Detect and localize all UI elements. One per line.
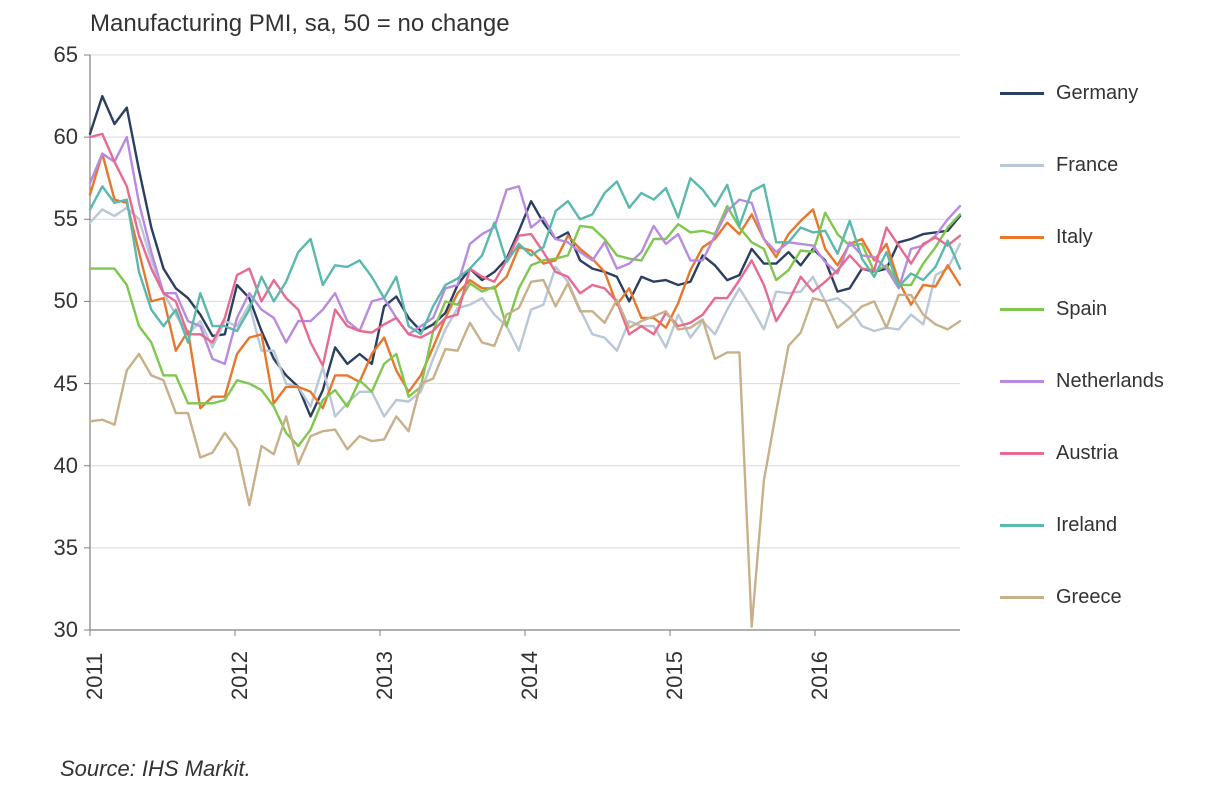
chart-source: Source: IHS Markit. [60,756,251,782]
legend-label: Italy [1056,226,1093,249]
legend-item-france: France [1000,154,1118,177]
legend-label: Spain [1056,298,1107,321]
legend-item-netherlands: Netherlands [1000,370,1164,393]
y-axis-label: 40 [18,453,78,479]
legend-item-germany: Germany [1000,82,1138,105]
y-axis-label: 30 [18,617,78,643]
legend-item-greece: Greece [1000,586,1122,609]
legend-swatch [1000,452,1044,455]
legend-label: Netherlands [1056,370,1164,393]
legend-label: Greece [1056,586,1122,609]
y-axis-label: 45 [18,371,78,397]
legend-item-italy: Italy [1000,226,1093,249]
y-axis-label: 55 [18,206,78,232]
legend-swatch [1000,236,1044,239]
legend-swatch [1000,380,1044,383]
x-axis-label: 2011 [82,653,108,700]
x-axis-label: 2014 [517,651,543,700]
legend-swatch [1000,92,1044,95]
legend-label: France [1056,154,1118,177]
legend-swatch [1000,596,1044,599]
x-axis-label: 2015 [662,651,688,700]
chart-svg [0,0,1209,801]
y-axis-label: 60 [18,124,78,150]
x-axis-label: 2013 [372,651,398,700]
x-axis-label: 2012 [227,651,253,700]
x-axis-label: 2016 [807,651,833,700]
y-axis-label: 35 [18,535,78,561]
legend-item-austria: Austria [1000,442,1118,465]
legend-item-ireland: Ireland [1000,514,1117,537]
legend-label: Germany [1056,82,1138,105]
legend-swatch [1000,308,1044,311]
legend-item-spain: Spain [1000,298,1107,321]
legend-swatch [1000,164,1044,167]
legend-label: Ireland [1056,514,1117,537]
y-axis-label: 50 [18,288,78,314]
legend-label: Austria [1056,442,1118,465]
y-axis-label: 65 [18,42,78,68]
legend-swatch [1000,524,1044,527]
pmi-line-chart: Manufacturing PMI, sa, 50 = no change 30… [0,0,1209,801]
